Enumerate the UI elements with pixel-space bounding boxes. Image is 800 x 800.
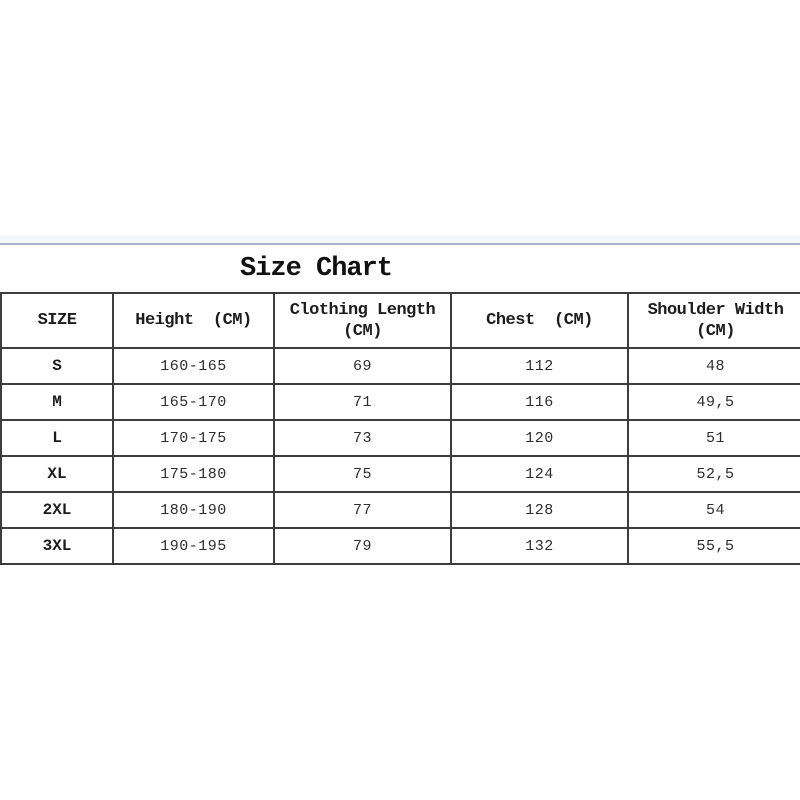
cell-shoulder-width: 52,5 (629, 457, 800, 493)
col-header-clothing-length-line2: (CM) (343, 321, 382, 341)
cell-size: L (2, 421, 114, 457)
cell-chest: 132 (452, 529, 629, 565)
cell-clothing-length: 69 (275, 349, 452, 385)
cell-height: 170-175 (114, 421, 275, 457)
cell-shoulder-width: 54 (629, 493, 800, 529)
col-header-shoulder-width-line2: (CM) (696, 321, 735, 341)
cell-size: 3XL (2, 529, 114, 565)
cell-chest: 112 (452, 349, 629, 385)
col-header-size: SIZE (2, 294, 114, 349)
cell-shoulder-width: 48 (629, 349, 800, 385)
cell-height: 190-195 (114, 529, 275, 565)
cell-height: 175-180 (114, 457, 275, 493)
cell-size: S (2, 349, 114, 385)
divider-line (0, 243, 800, 245)
cell-chest: 116 (452, 385, 629, 421)
cell-height: 160-165 (114, 349, 275, 385)
cell-clothing-length: 71 (275, 385, 452, 421)
col-header-chest: Chest (CM) (452, 294, 629, 349)
col-header-clothing-length: Clothing Length (CM) (275, 294, 452, 349)
col-header-height: Height (CM) (114, 294, 275, 349)
col-header-clothing-length-line1: Clothing Length (289, 300, 436, 320)
cell-chest: 128 (452, 493, 629, 529)
cell-clothing-length: 73 (275, 421, 452, 457)
cell-shoulder-width: 51 (629, 421, 800, 457)
cell-chest: 120 (452, 421, 629, 457)
cell-clothing-length: 77 (275, 493, 452, 529)
cell-clothing-length: 79 (275, 529, 452, 565)
cell-chest: 124 (452, 457, 629, 493)
cell-shoulder-width: 49,5 (629, 385, 800, 421)
cell-shoulder-width: 55,5 (629, 529, 800, 565)
size-table: SIZE Height (CM) Clothing Length (CM) Ch… (0, 292, 800, 565)
page-title: Size Chart (239, 254, 393, 284)
col-header-shoulder-width: Shoulder Width (CM) (629, 294, 800, 349)
top-fade-band (0, 235, 800, 243)
cell-size: XL (2, 457, 114, 493)
cell-height: 165-170 (114, 385, 275, 421)
cell-height: 180-190 (114, 493, 275, 529)
cell-size: 2XL (2, 493, 114, 529)
cell-clothing-length: 75 (275, 457, 452, 493)
cell-size: M (2, 385, 114, 421)
col-header-shoulder-width-line1: Shoulder Width (647, 300, 784, 320)
